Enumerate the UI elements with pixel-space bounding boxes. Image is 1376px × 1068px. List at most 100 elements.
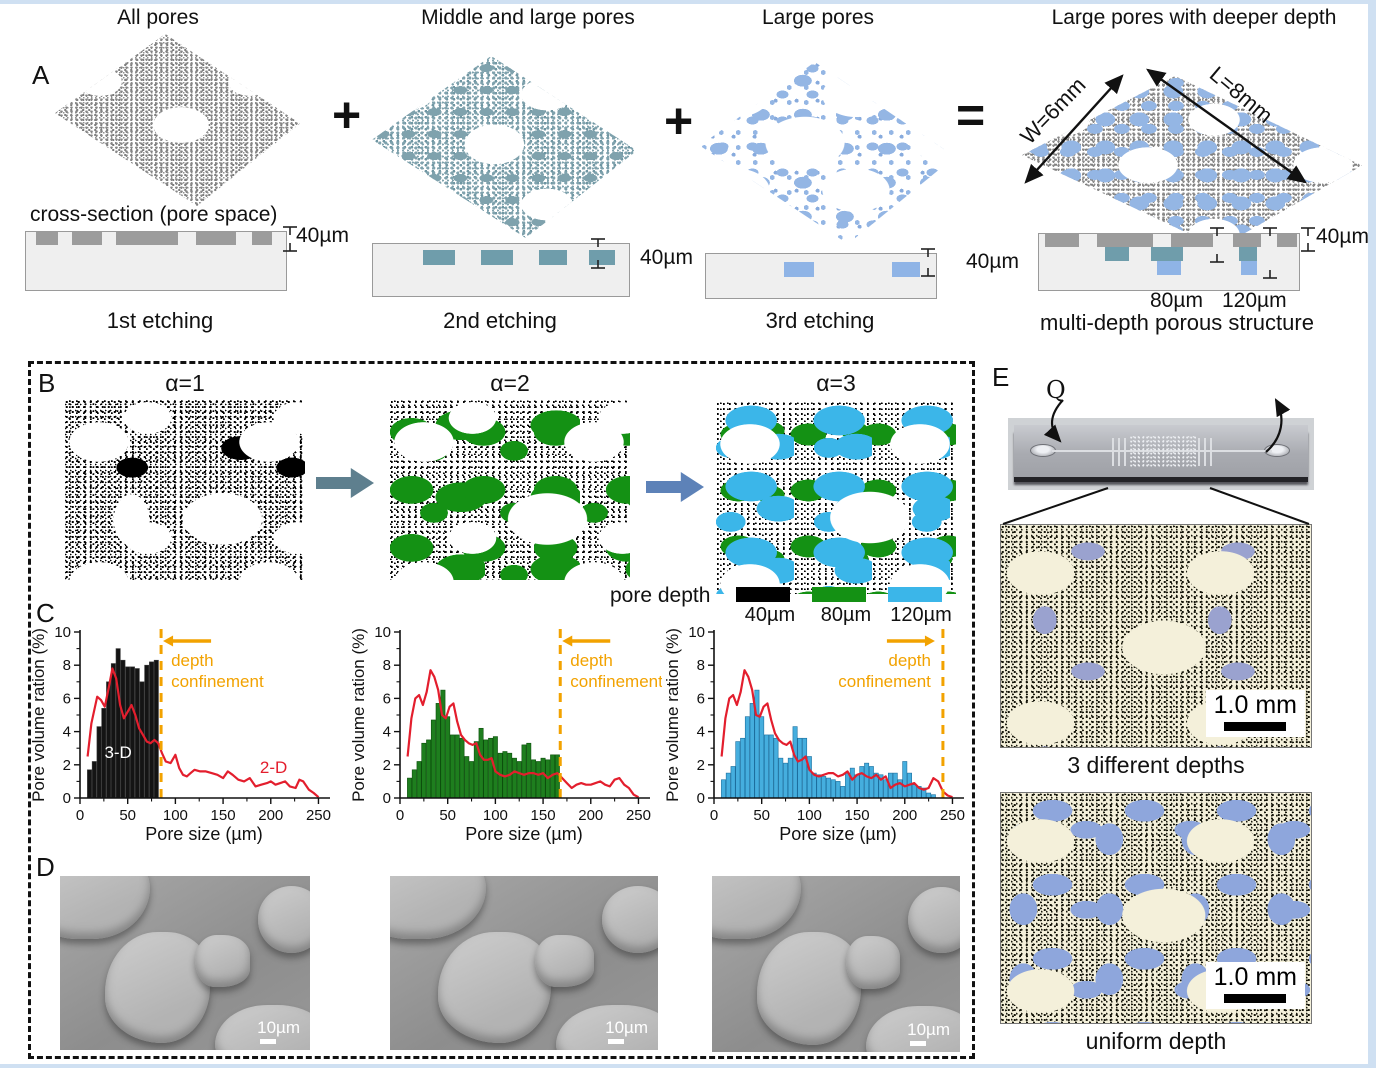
svg-text:250: 250 <box>940 807 965 824</box>
svg-text:3-D: 3-D <box>104 743 131 762</box>
svg-text:0: 0 <box>396 807 404 824</box>
svg-text:2: 2 <box>383 757 391 774</box>
etch-label-4: multi-depth porous structure <box>1040 310 1314 335</box>
title-middle-large-pores: Middle and large pores <box>421 6 635 29</box>
binary-map-alpha1 <box>65 400 305 580</box>
svg-text:confinement: confinement <box>171 672 264 691</box>
caption-uniform: uniform depth <box>1085 1028 1227 1054</box>
etch-label-1: 1st etching <box>106 308 214 333</box>
svg-text:6: 6 <box>383 690 391 707</box>
svg-text:confinement: confinement <box>570 672 662 691</box>
svg-text:8: 8 <box>383 657 391 674</box>
depth-label-2: 40µm <box>640 246 693 269</box>
svg-text:2: 2 <box>63 757 71 774</box>
sem-image-3: 10µm <box>712 876 960 1052</box>
panel-b-dashed-box <box>28 361 975 1059</box>
svg-text:200: 200 <box>258 807 283 824</box>
title-all-pores: All pores <box>117 6 199 29</box>
depth-label-80: 80µm <box>1150 289 1203 312</box>
sem-scale-label-3: 10µm <box>907 1020 950 1039</box>
svg-text:200: 200 <box>578 807 603 824</box>
scale-bar-2 <box>1224 994 1287 1003</box>
depth-label-120: 120µm <box>1222 289 1287 312</box>
scale-label-1: 1.0 mm <box>1213 691 1297 719</box>
svg-text:Pore size (µm): Pore size (µm) <box>465 824 582 844</box>
sem-scale-bar-1 <box>260 1039 276 1044</box>
svg-text:8: 8 <box>63 657 71 674</box>
svg-text:100: 100 <box>797 807 822 824</box>
svg-text:0: 0 <box>383 790 391 807</box>
title-large-pores: Large pores <box>761 6 875 29</box>
svg-text:4: 4 <box>697 724 705 741</box>
svg-text:10: 10 <box>688 624 705 641</box>
leader-line-right <box>1209 487 1310 525</box>
svg-text:Pore volume ration (%): Pore volume ration (%) <box>349 628 368 802</box>
svg-text:200: 200 <box>892 807 917 824</box>
svg-text:100: 100 <box>483 807 508 824</box>
svg-text:depth: depth <box>171 651 214 670</box>
svg-text:2: 2 <box>697 757 705 774</box>
svg-text:8: 8 <box>697 657 705 674</box>
legend-label-80um: 80µm <box>820 604 872 626</box>
pointcloud-large <box>700 62 955 244</box>
sem-scale-bar-2 <box>608 1039 624 1044</box>
svg-text:50: 50 <box>439 807 456 824</box>
pore-size-chart-alpha3: depth confinement 0 50 100 150 200 250 0 2 4 6 8 10 Po… <box>663 624 965 844</box>
plus-operator-1: + <box>332 87 362 143</box>
svg-text:10: 10 <box>54 624 71 641</box>
leader-line-left <box>1002 487 1109 525</box>
svg-text:4: 4 <box>63 724 71 741</box>
pore-size-chart-alpha1: depth confinement 0 50 100 150 200 250 0 2 4 6 8 10 Po… <box>29 624 331 844</box>
plus-operator-2: + <box>664 93 694 149</box>
etch-label-2: 2nd etching <box>443 308 557 333</box>
legend-swatch-40um <box>736 587 790 602</box>
binary-map-alpha2 <box>390 400 630 580</box>
svg-text:Pore volume ration (%): Pore volume ration (%) <box>663 628 682 802</box>
chip-inlet-array <box>1112 438 1128 466</box>
title-large-pores-deeper: Large pores with deeper depth <box>1051 6 1337 29</box>
svg-text:250: 250 <box>306 807 331 824</box>
panel-c-label: C <box>36 598 55 628</box>
alpha-2-title: α=2 <box>490 370 530 396</box>
pointcloud-middle-large <box>372 56 637 238</box>
flow-rate-q-label: Q <box>1046 376 1066 404</box>
svg-text:Pore size (µm): Pore size (µm) <box>779 824 896 844</box>
chip-outlet-array <box>1198 438 1214 466</box>
alpha-1-title: α=1 <box>165 370 205 396</box>
svg-text:250: 250 <box>626 807 651 824</box>
svg-text:0: 0 <box>710 807 718 824</box>
binary-map-alpha3 <box>716 402 956 594</box>
svg-text:depth: depth <box>888 651 931 670</box>
svg-text:6: 6 <box>697 690 705 707</box>
svg-text:2-D: 2-D <box>260 758 287 777</box>
sem-image-1: 10µm <box>60 876 310 1050</box>
legend-swatch-80um <box>812 587 866 602</box>
cross-section-title: cross-section (pore space) <box>30 203 278 226</box>
svg-text:0: 0 <box>697 790 705 807</box>
svg-text:50: 50 <box>119 807 136 824</box>
cross-section-3rd <box>705 253 937 299</box>
micrograph-uniform: 1.0 mm <box>1000 792 1312 1024</box>
sem-scale-label-2: 10µm <box>605 1018 648 1037</box>
scalebox-2: 1.0 mm <box>1205 962 1305 1009</box>
svg-text:150: 150 <box>211 807 236 824</box>
panel-a-label: A <box>32 60 50 90</box>
caption-3-depths: 3 different depths <box>1067 752 1245 778</box>
cross-section-multidepth <box>1038 233 1300 291</box>
scalebox-1: 1.0 mm <box>1205 690 1305 737</box>
panel-e-label: E <box>992 362 1010 392</box>
scale-bar-1 <box>1224 722 1287 731</box>
svg-text:150: 150 <box>531 807 556 824</box>
svg-text:150: 150 <box>845 807 870 824</box>
etch-label-3: 3rd etching <box>765 308 875 333</box>
chip-photo <box>1008 418 1314 490</box>
alpha-3-title: α=3 <box>816 370 856 396</box>
svg-text:100: 100 <box>163 807 188 824</box>
svg-text:4: 4 <box>383 724 391 741</box>
pore-depth-legend-title: pore depth <box>610 584 711 607</box>
scale-label-2: 1.0 mm <box>1213 963 1297 991</box>
legend-label-40um: 40µm <box>744 604 796 626</box>
legend-swatch-120um <box>888 587 942 602</box>
depth-label-1: 40µm <box>296 224 349 247</box>
